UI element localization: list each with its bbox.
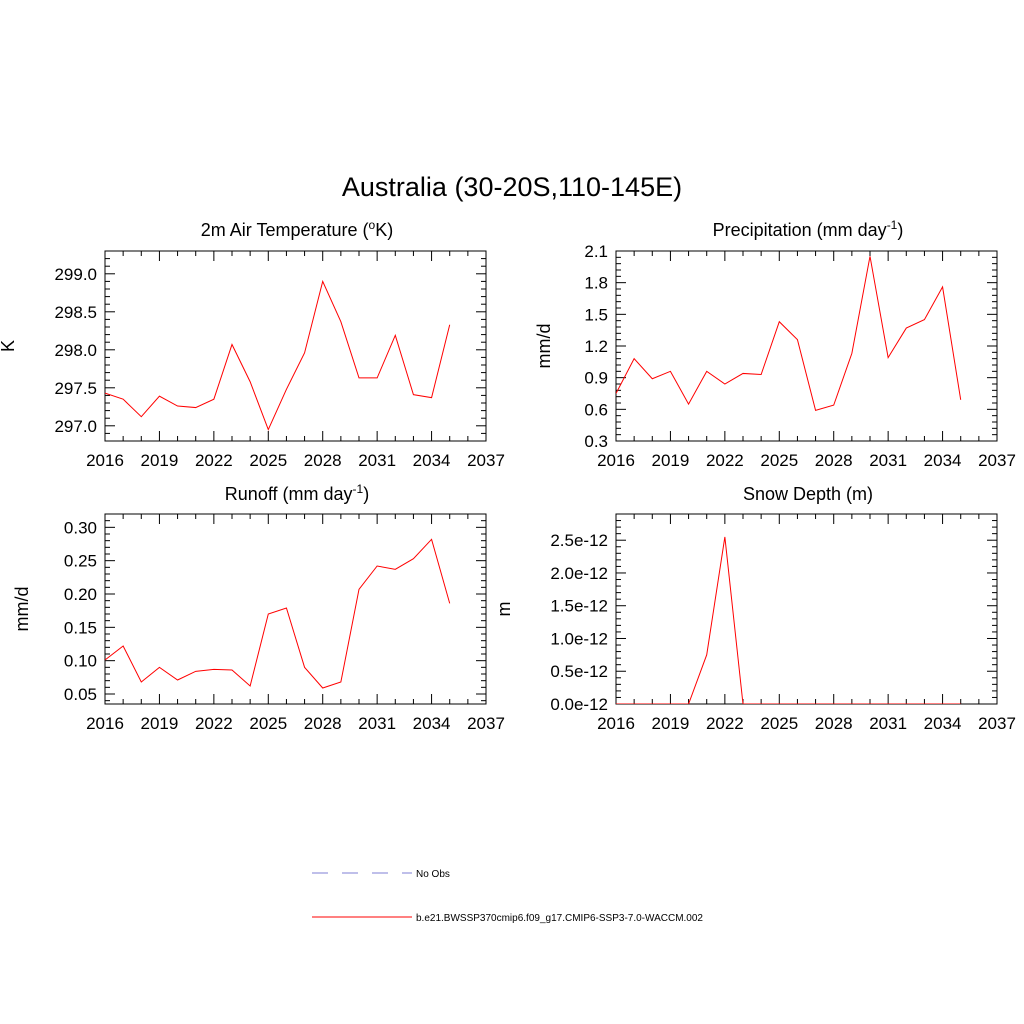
y-tick-label: 0.25: [64, 552, 97, 571]
legend: No Obs b.e21.BWSSP370cmip6.f09_g17.CMIP6…: [312, 869, 703, 924]
x-tick-label: 2037: [467, 714, 505, 733]
y-tick-label: 2.5e-12: [550, 531, 608, 550]
x-tick-label: 2016: [86, 451, 124, 470]
y-axis-label: m: [494, 602, 514, 617]
y-tick-label: 0.05: [64, 685, 97, 704]
plot-snow-depth: 2016 2019 2022 2025 2028 2031 2034 2037 0.0e-12 0…: [494, 513, 1016, 733]
panel-title: Runoff (mm day-1): [225, 482, 369, 504]
y-tick-label: 0.6: [584, 400, 608, 419]
y-axis-label: K: [0, 340, 18, 352]
plot-frame: [104, 250, 487, 442]
plot-runoff: 2016 2019 2022 2025 2028 2031 2034 2037 0.05 0.10…: [12, 513, 505, 733]
y-tick-label: 0.3: [584, 432, 608, 451]
y-axis-label: mm/d: [534, 324, 554, 369]
y-tick-label: 297.0: [54, 417, 97, 436]
y-tick-label: 0.30: [64, 518, 97, 537]
y-tick-label: 299.0: [54, 265, 97, 284]
series-line-1: [105, 538, 451, 689]
x-tick-label: 2034: [413, 451, 451, 470]
plot-frame: [615, 250, 998, 442]
y-tick-label: 1.5e-12: [550, 597, 608, 616]
plot-frame: [104, 513, 487, 705]
plot-air-temperature: 2016 2019 2022 2025 2028 2031 2034 2037 297.0 297…: [0, 250, 505, 470]
plot-frame: [615, 513, 998, 705]
y-tick-label: 0.5e-12: [550, 662, 608, 681]
y-tick-label: 2.0e-12: [550, 564, 608, 583]
x-tick-label: 2028: [304, 714, 342, 733]
y-tick-label: 0.9: [584, 369, 608, 388]
panel-snow-depth: Snow Depth (m): [743, 484, 873, 504]
y-tick-label: 298.5: [54, 303, 97, 322]
y-tick-label: 298.0: [54, 341, 97, 360]
x-tick-label: 2028: [815, 451, 853, 470]
x-tick-label: 2028: [815, 714, 853, 733]
panel-title: Precipitation (mm day-1): [713, 218, 904, 240]
y-tick-label: 1.8: [584, 274, 608, 293]
y-tick-label: 0.20: [64, 585, 97, 604]
panel-runoff: Runoff (mm day-1): [225, 482, 369, 504]
panel-title: 2m Air Temperature (oK): [201, 218, 393, 240]
y-tick-label: 0.10: [64, 652, 97, 671]
y-tick-label: 0.0e-12: [550, 695, 608, 714]
legend-label-model: b.e21.BWSSP370cmip6.f09_g17.CMIP6-SSP3-7…: [416, 913, 703, 924]
x-tick-label: 2016: [86, 714, 124, 733]
series-line-1: [105, 279, 451, 431]
y-axis-label: mm/d: [12, 587, 32, 632]
x-tick-label: 2016: [597, 451, 635, 470]
x-tick-label: 2025: [760, 451, 798, 470]
series-line-1: [616, 256, 962, 412]
y-tick-label: 297.5: [54, 379, 97, 398]
x-tick-label: 2019: [141, 714, 179, 733]
x-tick-label: 2019: [652, 451, 690, 470]
y-tick-label: 0.15: [64, 618, 97, 637]
x-tick-label: 2025: [249, 451, 287, 470]
x-tick-label: 2031: [869, 451, 907, 470]
panel-precipitation: Precipitation (mm day-1): [713, 218, 904, 240]
x-tick-label: 2031: [358, 451, 396, 470]
x-tick-label: 2022: [706, 714, 744, 733]
x-tick-label: 2022: [706, 451, 744, 470]
y-tick-label: 1.0e-12: [550, 629, 608, 648]
y-tick-label: 1.2: [584, 337, 608, 356]
x-tick-label: 2025: [249, 714, 287, 733]
x-tick-label: 2037: [978, 451, 1016, 470]
legend-label-no-obs: No Obs: [416, 869, 450, 880]
y-tick-label: 2.1: [584, 242, 608, 261]
x-tick-label: 2028: [304, 451, 342, 470]
x-tick-label: 2019: [652, 714, 690, 733]
x-tick-label: 2037: [467, 451, 505, 470]
panel-air-temperature: 2m Air Temperature (oK): [201, 218, 393, 240]
series-line-1: [616, 536, 961, 704]
x-tick-label: 2025: [760, 714, 798, 733]
x-tick-label: 2034: [413, 714, 451, 733]
x-tick-label: 2019: [141, 451, 179, 470]
figure-title: Australia (30-20S,110-145E): [342, 172, 682, 202]
x-tick-label: 2016: [597, 714, 635, 733]
plot-precipitation: 2016 2019 2022 2025 2028 2031 2034 2037 0.3 0.6 0.…: [534, 242, 1016, 470]
panel-title: Snow Depth (m): [743, 484, 873, 504]
x-tick-label: 2037: [978, 714, 1016, 733]
x-tick-label: 2022: [195, 451, 233, 470]
y-tick-label: 1.5: [584, 305, 608, 324]
x-tick-label: 2031: [869, 714, 907, 733]
x-tick-label: 2022: [195, 714, 233, 733]
x-tick-label: 2034: [924, 714, 962, 733]
x-tick-label: 2031: [358, 714, 396, 733]
x-tick-label: 2034: [924, 451, 962, 470]
plots-layer: 2016 2019 2022 2025 2028 2031 2034 2037 297.0 297…: [0, 242, 1016, 733]
